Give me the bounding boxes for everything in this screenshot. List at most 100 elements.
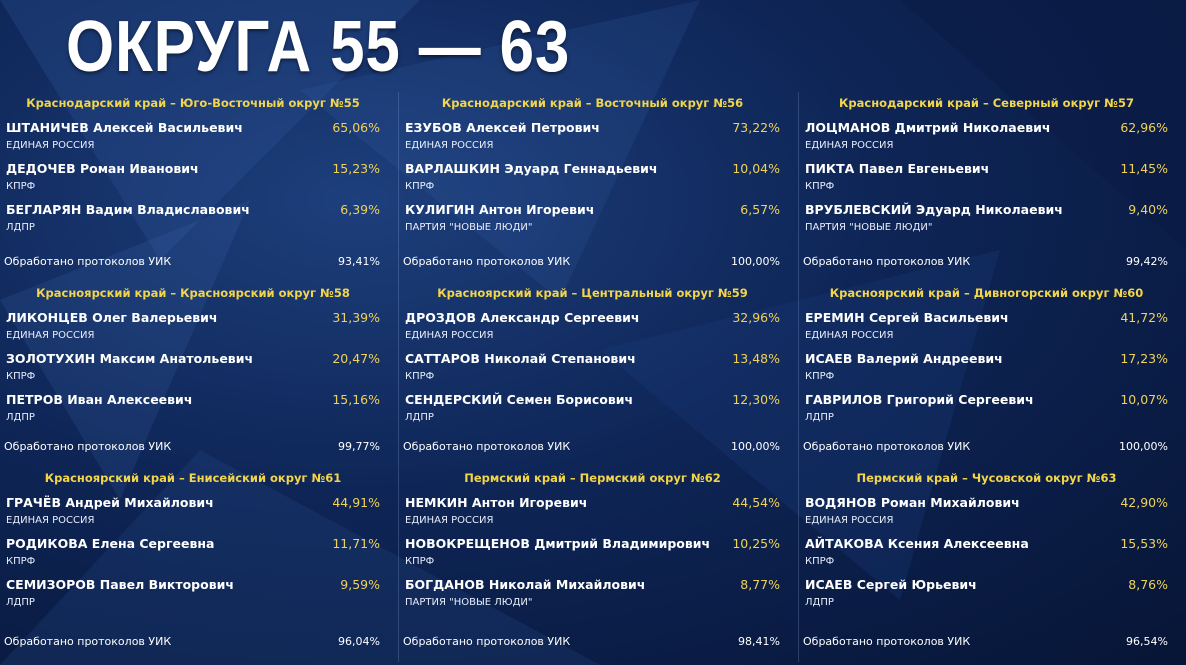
candidate-percent: 31,39% bbox=[332, 310, 380, 325]
candidate-name: РОДИКОВА Елена Сергеевна bbox=[6, 536, 215, 551]
candidate-party: ПАРТИЯ "НОВЫЕ ЛЮДИ" bbox=[405, 597, 533, 608]
candidate-row: ИСАЕВ Сергей Юрьевич 8,76% bbox=[805, 577, 1168, 592]
candidate-row: ДРОЗДОВ Александр Сергеевич 32,96% bbox=[405, 310, 780, 325]
candidate-row: БЕГЛАРЯН Вадим Владиславович 6,39% bbox=[6, 202, 380, 217]
processed-label: Обработано протоколов УИК bbox=[403, 635, 571, 648]
processed-value: 96,04% bbox=[338, 635, 380, 648]
candidate-percent: 12,30% bbox=[732, 392, 780, 407]
candidate-row: СЕМИЗОРОВ Павел Викторович 9,59% bbox=[6, 577, 380, 592]
candidate-percent: 9,40% bbox=[1128, 202, 1168, 217]
candidate-percent: 17,23% bbox=[1120, 351, 1168, 366]
candidate-percent: 10,04% bbox=[732, 161, 780, 176]
candidate-party: ЛДПР bbox=[805, 412, 834, 423]
candidate-name: АЙТАКОВА Ксения Алексеевна bbox=[805, 536, 1029, 551]
candidate-row: БОГДАНОВ Николай Михайлович 8,77% bbox=[405, 577, 780, 592]
district-header: Краснодарский край – Юго-Восточный округ… bbox=[26, 96, 360, 110]
processed-value: 99,42% bbox=[1126, 255, 1168, 268]
district-header: Краснодарский край – Восточный округ №56 bbox=[441, 96, 744, 110]
candidate-row: ДЕДОЧЕВ Роман Иванович 15,23% bbox=[6, 161, 380, 176]
candidate-party: ПАРТИЯ "НОВЫЕ ЛЮДИ" bbox=[405, 222, 533, 233]
processed-label: Обработано протоколов УИК bbox=[4, 440, 172, 453]
processed-label: Обработано протоколов УИК bbox=[803, 440, 971, 453]
processed-label: Обработано протоколов УИК bbox=[803, 635, 971, 648]
candidate-party: КПРФ bbox=[405, 181, 435, 192]
processed-value: 99,77% bbox=[338, 440, 380, 453]
candidate-name: ВАРЛАШКИН Эдуард Геннадьевич bbox=[405, 161, 658, 176]
processed-row: Обработано протоколов УИК 98,41% bbox=[403, 635, 780, 648]
processed-value: 98,41% bbox=[738, 635, 780, 648]
candidate-party: ЕДИНАЯ РОССИЯ bbox=[6, 330, 95, 341]
candidate-name: ГРАЧЁВ Андрей Михайлович bbox=[6, 495, 214, 510]
candidate-name: ГАВРИЛОВ Григорий Сергеевич bbox=[805, 392, 1034, 407]
candidate-row: ГАВРИЛОВ Григорий Сергеевич 10,07% bbox=[805, 392, 1168, 407]
candidate-party: КПРФ bbox=[805, 371, 835, 382]
candidate-party: КПРФ bbox=[805, 181, 835, 192]
candidate-percent: 6,39% bbox=[340, 202, 380, 217]
candidate-percent: 8,76% bbox=[1128, 577, 1168, 592]
processed-row: Обработано протоколов УИК 100,00% bbox=[403, 440, 780, 453]
processed-row: Обработано протоколов УИК 96,04% bbox=[4, 635, 380, 648]
processed-row: Обработано протоколов УИК 100,00% bbox=[403, 255, 780, 268]
candidate-name: ПИКТА Павел Евгеньевич bbox=[805, 161, 990, 176]
candidate-percent: 9,59% bbox=[340, 577, 380, 592]
district-block: Краснодарский край – Юго-Восточный округ… bbox=[0, 92, 398, 282]
candidate-name: ВОДЯНОВ Роман Михайлович bbox=[805, 495, 1020, 510]
candidate-row: ПИКТА Павел Евгеньевич 11,45% bbox=[805, 161, 1168, 176]
processed-label: Обработано протоколов УИК bbox=[403, 440, 571, 453]
district-block: Красноярский край – Енисейский округ №61… bbox=[0, 467, 398, 662]
candidate-name: ИСАЕВ Сергей Юрьевич bbox=[805, 577, 977, 592]
district-header: Красноярский край – Красноярский округ №… bbox=[36, 286, 350, 300]
district-header: Красноярский край – Дивногорский округ №… bbox=[829, 286, 1144, 300]
candidate-percent: 41,72% bbox=[1120, 310, 1168, 325]
processed-row: Обработано протоколов УИК 96,54% bbox=[803, 635, 1168, 648]
candidate-party: ЕДИНАЯ РОССИЯ bbox=[805, 330, 894, 341]
candidate-name: ЛИКОНЦЕВ Олег Валерьевич bbox=[6, 310, 218, 325]
candidate-percent: 11,45% bbox=[1120, 161, 1168, 176]
candidate-row: ЛОЦМАНОВ Дмитрий Николаевич 62,96% bbox=[805, 120, 1168, 135]
candidate-name: ВРУБЛЕВСКИЙ Эдуард Николаевич bbox=[805, 202, 1063, 217]
candidate-party: ПАРТИЯ "НОВЫЕ ЛЮДИ" bbox=[805, 222, 933, 233]
candidate-name: ДЕДОЧЕВ Роман Иванович bbox=[6, 161, 199, 176]
candidate-row: НОВОКРЕЩЕНОВ Дмитрий Владимирович 10,25% bbox=[405, 536, 780, 551]
candidate-party: ЕДИНАЯ РОССИЯ bbox=[805, 515, 894, 526]
districts-grid: Краснодарский край – Юго-Восточный округ… bbox=[0, 92, 1186, 662]
candidate-row: КУЛИГИН Антон Игоревич 6,57% bbox=[405, 202, 780, 217]
candidate-name: СЕНДЕРСКИЙ Семен Борисович bbox=[405, 392, 634, 407]
processed-value: 96,54% bbox=[1126, 635, 1168, 648]
candidate-percent: 42,90% bbox=[1120, 495, 1168, 510]
candidate-row: РОДИКОВА Елена Сергеевна 11,71% bbox=[6, 536, 380, 551]
candidate-percent: 8,77% bbox=[740, 577, 780, 592]
candidate-row: ВОДЯНОВ Роман Михайлович 42,90% bbox=[805, 495, 1168, 510]
candidate-percent: 15,16% bbox=[332, 392, 380, 407]
candidate-name: БЕГЛАРЯН Вадим Владиславович bbox=[6, 202, 250, 217]
candidate-party: ЕДИНАЯ РОССИЯ bbox=[6, 515, 95, 526]
candidate-party: ЕДИНАЯ РОССИЯ bbox=[405, 515, 494, 526]
candidate-party: КПРФ bbox=[805, 556, 835, 567]
candidate-party: ЛДПР bbox=[6, 412, 35, 423]
candidate-party: КПРФ bbox=[6, 556, 36, 567]
candidate-name: НОВОКРЕЩЕНОВ Дмитрий Владимирович bbox=[405, 536, 711, 551]
candidate-name: САТТАРОВ Николай Степанович bbox=[405, 351, 636, 366]
candidate-party: ЛДПР bbox=[405, 412, 434, 423]
candidate-party: ЕДИНАЯ РОССИЯ bbox=[6, 140, 95, 151]
title: ОКРУГА 55 — 63 bbox=[66, 7, 571, 87]
candidate-percent: 65,06% bbox=[332, 120, 380, 135]
processed-value: 100,00% bbox=[731, 440, 780, 453]
processed-row: Обработано протоколов УИК 93,41% bbox=[4, 255, 380, 268]
district-block: Краснодарский край – Восточный округ №56… bbox=[398, 92, 798, 282]
candidate-row: САТТАРОВ Николай Степанович 13,48% bbox=[405, 351, 780, 366]
candidate-percent: 6,57% bbox=[740, 202, 780, 217]
candidate-row: ГРАЧЁВ Андрей Михайлович 44,91% bbox=[6, 495, 380, 510]
candidate-party: ЕДИНАЯ РОССИЯ bbox=[405, 140, 494, 151]
processed-value: 93,41% bbox=[338, 255, 380, 268]
candidate-percent: 10,07% bbox=[1120, 392, 1168, 407]
candidate-row: ИСАЕВ Валерий Андреевич 17,23% bbox=[805, 351, 1168, 366]
candidate-percent: 44,91% bbox=[332, 495, 380, 510]
processed-row: Обработано протоколов УИК 99,77% bbox=[4, 440, 380, 453]
processed-value: 100,00% bbox=[731, 255, 780, 268]
district-header: Красноярский край – Центральный округ №5… bbox=[437, 286, 748, 300]
candidate-party: ЛДПР bbox=[805, 597, 834, 608]
candidate-name: СЕМИЗОРОВ Павел Викторович bbox=[6, 577, 234, 592]
district-header: Пермский край – Чусовской округ №63 bbox=[856, 471, 1117, 485]
